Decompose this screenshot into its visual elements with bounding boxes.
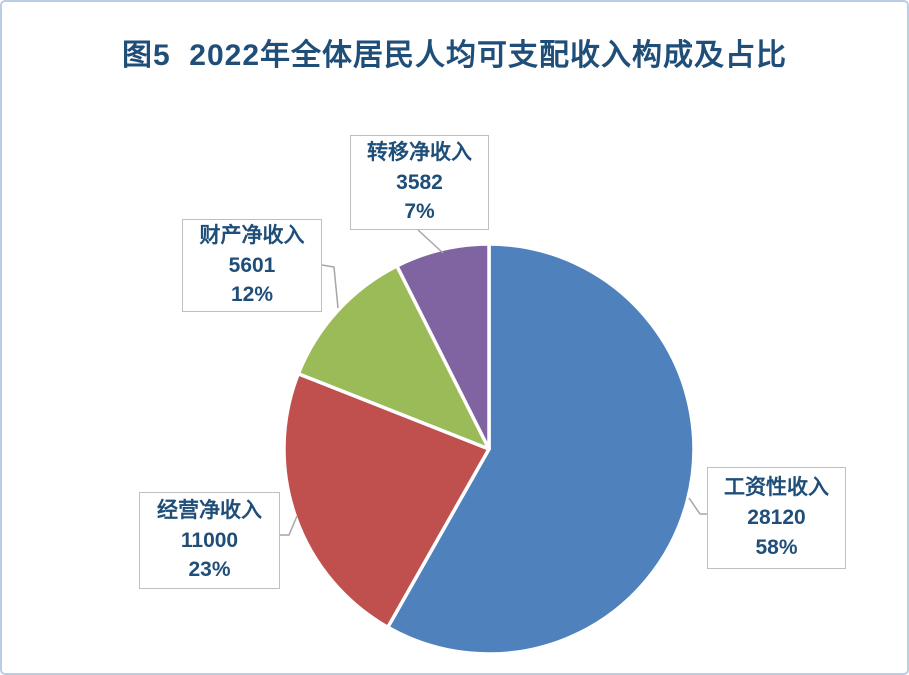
slice-label: 工资性收入	[724, 476, 829, 500]
slice-value: 5601	[228, 253, 276, 277]
chart-title: 图5 2022年全体居民人均可支配收入构成及占比	[121, 39, 788, 72]
pie-slice-3	[395, 242, 491, 451]
leader-lines	[280, 229, 707, 536]
slice-label: 财产净收入	[199, 223, 305, 247]
leader-line-property-income	[321, 264, 339, 309]
slice-value: 3582	[396, 170, 443, 194]
leader-line-operating-income	[280, 515, 298, 536]
label-box-transfer-income: 转移净收入 3582 7%	[350, 135, 489, 230]
pie-chart	[282, 242, 696, 656]
slice-percent: 58%	[755, 535, 798, 559]
label-box-operating-income: 经营净收入 11000 23%	[139, 492, 280, 589]
label-box-wage-income: 工资性收入 28120 58%	[707, 467, 846, 569]
leader-line-transfer-income	[417, 229, 444, 254]
slice-percent: 12%	[230, 283, 274, 307]
slice-percent: 7%	[404, 200, 435, 224]
slice-percent: 23%	[188, 558, 231, 582]
label-box-property-income: 财产净收入 5601 12%	[182, 219, 322, 312]
pie-slice-2	[296, 264, 491, 451]
slice-value: 11000	[180, 528, 239, 552]
pie-slice-0	[386, 242, 696, 656]
slice-label: 经营净收入	[157, 498, 262, 522]
leader-line-wage-income	[688, 497, 707, 515]
slice-value: 28120	[747, 506, 806, 530]
slice-label: 转移净收入	[367, 140, 472, 164]
